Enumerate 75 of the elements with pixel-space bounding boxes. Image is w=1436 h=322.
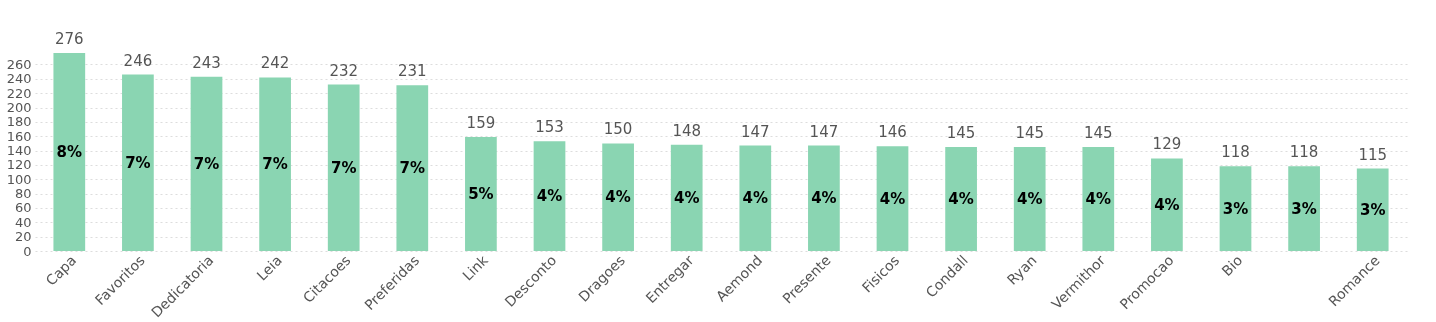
y-tick-label: 220 [6, 85, 32, 101]
y-tick-label: 100 [6, 171, 32, 187]
annotation: 4% [673, 188, 700, 207]
annotation: 4% [879, 189, 906, 208]
data-label: 231 [397, 62, 427, 81]
data-label: 153 [535, 118, 564, 137]
annotation: 4% [605, 188, 631, 207]
annotation: 4% [1085, 189, 1112, 208]
annotation: 7% [125, 153, 151, 172]
bar [1288, 166, 1320, 251]
bar [396, 85, 429, 251]
y-tick-label: 180 [6, 114, 32, 130]
annotation: 4% [742, 189, 769, 208]
bar [1082, 146, 1115, 251]
bar [602, 143, 634, 251]
data-label: 145 [946, 123, 976, 142]
y-tick-label: 40 [14, 214, 32, 230]
bar [1219, 166, 1252, 251]
y-tick-label: 240 [6, 71, 32, 87]
data-label: 242 [260, 54, 290, 73]
annotation: 3% [1359, 200, 1386, 219]
data-label: 145 [1015, 123, 1045, 142]
annotation: 8% [56, 143, 83, 161]
annotation: 4% [948, 189, 974, 208]
bar [259, 77, 291, 251]
data-label: 232 [329, 61, 359, 80]
annotation: 7% [193, 154, 220, 173]
annotation: 7% [262, 155, 288, 174]
bar [327, 84, 360, 251]
bar [190, 76, 223, 251]
annotation: 7% [399, 159, 426, 178]
data-label: 115 [1358, 145, 1388, 164]
data-label: 146 [878, 123, 907, 142]
bar [53, 53, 86, 251]
y-tick-label: 200 [6, 100, 32, 116]
data-label: 118 [1221, 143, 1250, 162]
y-tick-label: 60 [14, 200, 32, 216]
y-tick-label: 80 [14, 186, 32, 202]
y-tick-label: 140 [6, 143, 32, 159]
annotation: 4% [1016, 189, 1043, 208]
data-label: 148 [672, 121, 702, 140]
x-tick-label: Bio [1218, 252, 1246, 279]
bar [945, 146, 977, 251]
data-label: 150 [603, 120, 633, 139]
data-label: 159 [466, 113, 496, 132]
y-tick-label: 0 [23, 243, 32, 259]
bar [670, 144, 703, 251]
annotation: 4% [1154, 195, 1180, 214]
data-label: 145 [1083, 123, 1113, 142]
bar [533, 141, 566, 251]
annotation: 4% [536, 187, 563, 206]
bar [1356, 168, 1389, 251]
data-label: 118 [1289, 143, 1319, 162]
data-label: 246 [123, 51, 153, 70]
y-tick-label: 260 [6, 56, 32, 72]
annotation: 3% [1291, 199, 1317, 218]
y-tick-label: 160 [6, 128, 32, 144]
y-tick-label: 120 [6, 157, 32, 173]
annotation: 7% [330, 158, 357, 177]
y-tick-label: 20 [14, 229, 32, 245]
data-label: 147 [809, 122, 839, 141]
annotation: 5% [468, 184, 494, 203]
bar [1013, 146, 1046, 251]
data-label: 129 [1152, 135, 1182, 154]
annotation: 4% [811, 189, 837, 208]
annotation: 3% [1222, 199, 1249, 218]
bar [876, 146, 909, 251]
data-label: 147 [740, 122, 770, 141]
data-label: 243 [192, 53, 221, 72]
bar [808, 145, 840, 251]
data-label: 276 [54, 30, 84, 48]
bar [1151, 158, 1183, 251]
bar [465, 136, 497, 251]
bar [122, 74, 154, 251]
bar [739, 145, 772, 251]
